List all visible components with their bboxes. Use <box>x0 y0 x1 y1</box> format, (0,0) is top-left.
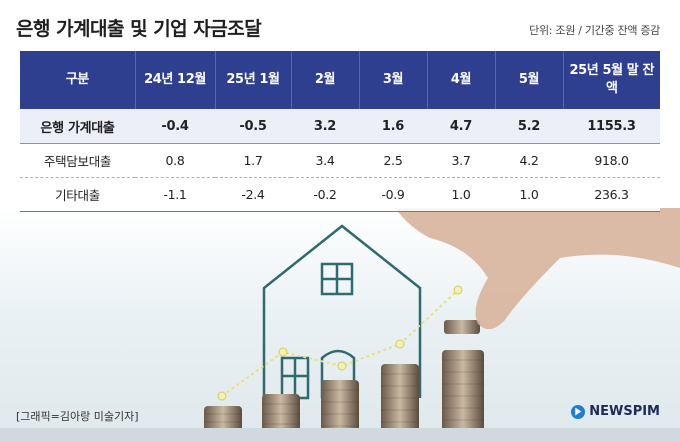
table-row: 기타대출 -1.1 -2.4 -0.2 -0.9 1.0 1.0 236.3 <box>20 177 660 212</box>
row-label: 주택담보대출 <box>20 143 135 178</box>
table-cell: 1155.3 <box>563 109 660 144</box>
table-cell: 3.4 <box>291 143 359 178</box>
trend-line <box>221 289 459 397</box>
header-col: 4월 <box>427 51 496 109</box>
header-balance: 25년 5월 말 잔액 <box>563 51 660 109</box>
table-cell: 3.7 <box>427 143 495 178</box>
table-cell: 4.2 <box>495 143 563 178</box>
header-col: 25년 1월 <box>215 51 292 109</box>
table-cell: 2.5 <box>359 143 427 178</box>
table-row: 주택담보대출 0.8 1.7 3.4 2.5 3.7 4.2 918.0 <box>20 143 660 178</box>
table-cell: 0.8 <box>135 143 215 178</box>
table-cell: 1.0 <box>427 177 495 212</box>
header-category: 구분 <box>20 51 136 109</box>
page-title: 은행 가계대출 및 기업 자금조달 <box>16 18 262 40</box>
table-cell: 5.2 <box>495 109 563 144</box>
table-cell: -2.4 <box>215 177 291 212</box>
row-label: 기타대출 <box>20 177 135 212</box>
header-col: 2월 <box>291 51 360 109</box>
logo-text: NEWSPIM <box>589 404 660 419</box>
table-cell: -0.2 <box>291 177 359 212</box>
table-cell: -0.9 <box>359 177 427 212</box>
hand-shape <box>395 208 680 330</box>
table-cell: 3.2 <box>291 109 359 144</box>
table-cell: 236.3 <box>563 177 660 212</box>
table-cell: 1.7 <box>215 143 291 178</box>
unit-note: 단위: 조원 / 기간중 잔액 증감 <box>529 24 660 37</box>
header-col: 5월 <box>495 51 564 109</box>
table-row: 은행 가계대출 -0.4 -0.5 3.2 1.6 4.7 5.2 1155.3 <box>20 109 660 144</box>
loan-table: 구분 24년 12월 25년 1월 2월 3월 4월 5월 25년 5월 말 잔… <box>20 51 660 212</box>
house-coins-illustration <box>0 208 680 442</box>
graphic-credit: [그래픽=김아랑 미술기자] <box>16 410 139 423</box>
newspim-logo-icon <box>571 404 586 419</box>
header-col: 3월 <box>359 51 428 109</box>
table-cell: 1.6 <box>359 109 427 144</box>
table-cell: 4.7 <box>427 109 495 144</box>
table-cell: 918.0 <box>563 143 660 178</box>
header-col: 24년 12월 <box>135 51 216 109</box>
table-cell: 1.0 <box>495 177 563 212</box>
table-header-row: 구분 24년 12월 25년 1월 2월 3월 4월 5월 25년 5월 말 잔… <box>20 51 660 109</box>
table-cell: -1.1 <box>135 177 215 212</box>
table-cell: -0.5 <box>215 109 291 144</box>
newspim-logo: NEWSPIM <box>571 404 660 419</box>
table-cell: -0.4 <box>135 109 215 144</box>
row-label: 은행 가계대출 <box>20 109 135 144</box>
